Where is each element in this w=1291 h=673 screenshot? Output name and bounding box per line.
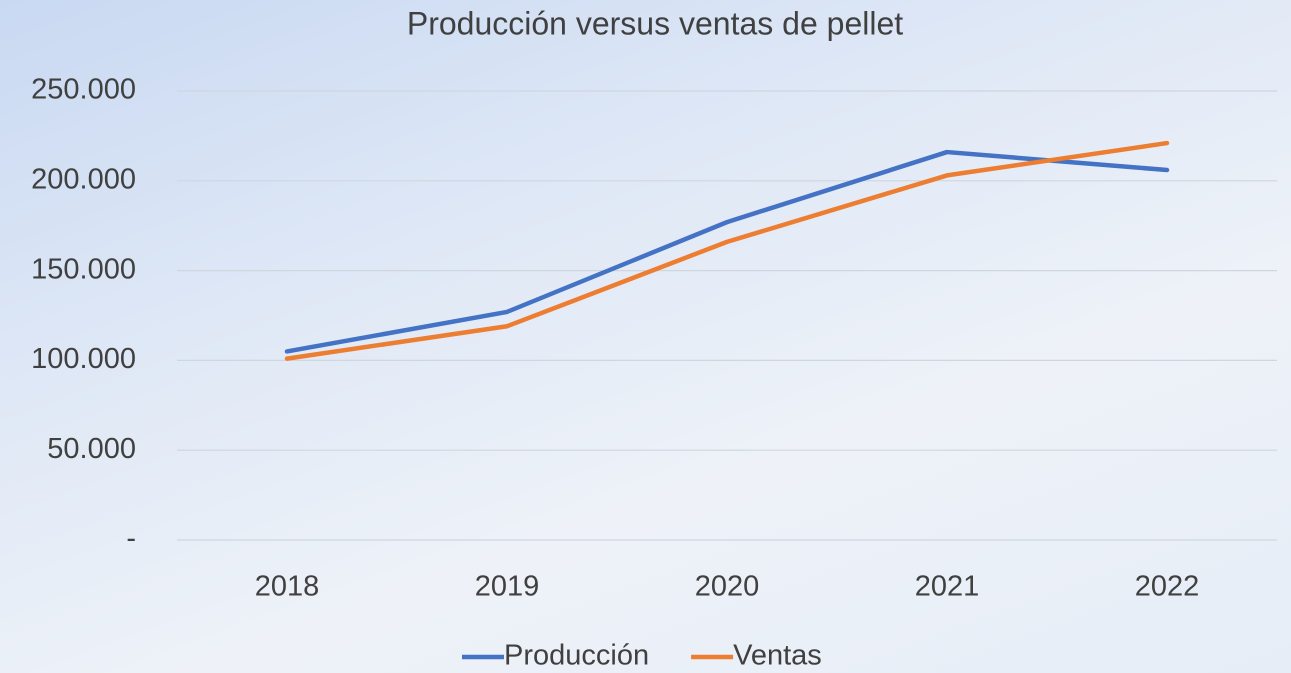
x-tick-label: 2020	[695, 571, 760, 603]
y-tick-label: -	[126, 523, 136, 555]
x-tick-label: 2021	[915, 571, 980, 603]
series-line	[284, 149, 1170, 354]
y-tick-label: 200.000	[31, 163, 136, 195]
y-tick-label: 100.000	[31, 343, 136, 375]
series-line	[284, 140, 1170, 361]
y-tick-label: 150.000	[31, 253, 136, 285]
legend-label: Ventas	[733, 640, 822, 672]
y-tick-label: 250.000	[31, 74, 136, 106]
y-tick-label: 50.000	[47, 433, 136, 465]
chart-title: Producción versus ventas de pellet	[407, 5, 903, 41]
x-tick-label: 2018	[255, 571, 320, 603]
legend-label: Producción	[504, 640, 649, 672]
x-tick-label: 2022	[1135, 571, 1200, 603]
x-tick-label: 2019	[475, 571, 540, 603]
